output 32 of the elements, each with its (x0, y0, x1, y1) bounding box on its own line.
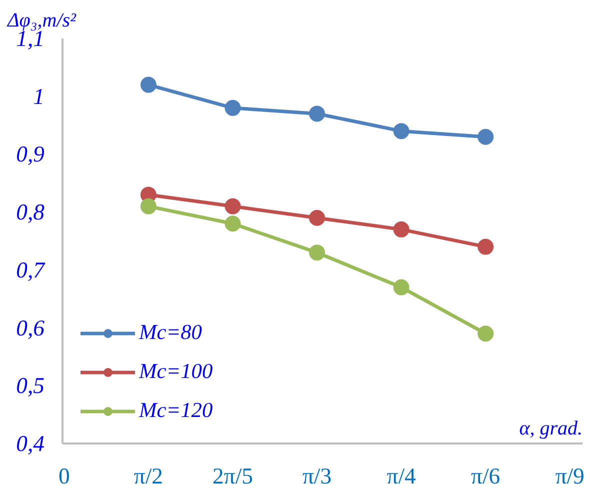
point (309, 244, 326, 261)
legend-label: Mc=80 (139, 320, 202, 345)
x-axis-title: α, grad. (519, 418, 582, 440)
x-tick-label: π/4 (386, 464, 416, 488)
point (309, 106, 326, 122)
y-tick-label: 1 (33, 84, 44, 109)
y-tick-label: 0,5 (16, 373, 45, 398)
point (393, 123, 410, 140)
y-tick-label: 0,4 (16, 431, 45, 456)
point (309, 210, 326, 226)
x-tick-label: 2π/5 (212, 464, 253, 488)
point (393, 279, 410, 296)
point (478, 128, 494, 145)
legend-label: Mc=100 (139, 359, 213, 384)
y-tick-label: 0,7 (16, 257, 46, 282)
point (478, 238, 494, 255)
x-tick-label: π/3 (302, 464, 332, 488)
x-tick-label: π/9 (555, 464, 584, 488)
point (140, 198, 156, 214)
point (224, 198, 241, 214)
y-tick-label: 0,8 (16, 200, 46, 225)
x-tick-label: π/2 (134, 464, 163, 488)
point (224, 100, 241, 116)
x-tick-label: 0 (58, 464, 70, 488)
point (393, 221, 410, 238)
point (224, 216, 241, 232)
y-tick-label: 0,6 (16, 315, 46, 340)
x-tick-label: π/6 (471, 464, 500, 488)
y-tick-label: 0,9 (16, 142, 45, 167)
legend-label: Mc=120 (139, 398, 213, 423)
point (478, 326, 494, 342)
point (140, 76, 156, 93)
